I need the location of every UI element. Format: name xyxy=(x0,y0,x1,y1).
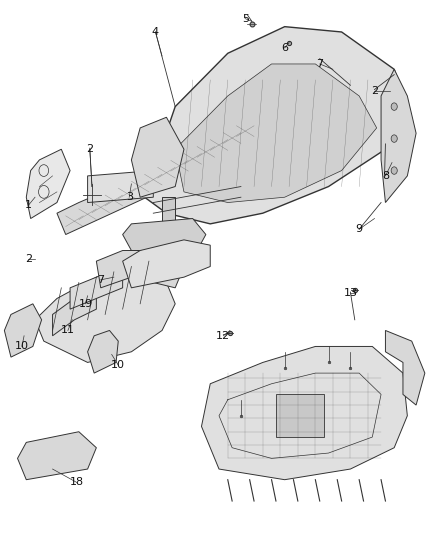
Text: 9: 9 xyxy=(356,224,363,234)
Circle shape xyxy=(88,190,95,199)
Text: 13: 13 xyxy=(343,288,357,298)
Polygon shape xyxy=(70,266,123,309)
Text: 12: 12 xyxy=(216,331,230,341)
Polygon shape xyxy=(201,346,407,480)
Text: 11: 11 xyxy=(61,326,75,335)
Polygon shape xyxy=(381,69,416,203)
Polygon shape xyxy=(18,432,96,480)
Polygon shape xyxy=(123,240,210,288)
Circle shape xyxy=(391,135,397,142)
Text: 8: 8 xyxy=(382,171,389,181)
Text: 6: 6 xyxy=(281,43,288,53)
Polygon shape xyxy=(96,251,184,288)
Text: 1: 1 xyxy=(25,200,32,210)
Polygon shape xyxy=(385,330,425,405)
Polygon shape xyxy=(145,27,407,224)
Polygon shape xyxy=(276,394,324,437)
Polygon shape xyxy=(35,266,175,362)
Text: 10: 10 xyxy=(111,360,125,370)
Text: 7: 7 xyxy=(97,275,104,285)
Text: 5: 5 xyxy=(242,14,249,23)
Text: 2: 2 xyxy=(371,86,378,95)
Text: 2: 2 xyxy=(25,254,32,263)
Polygon shape xyxy=(4,304,42,357)
Polygon shape xyxy=(26,149,70,219)
Text: 10: 10 xyxy=(15,342,29,351)
Polygon shape xyxy=(175,64,377,203)
Polygon shape xyxy=(88,330,118,373)
Polygon shape xyxy=(88,171,153,203)
Polygon shape xyxy=(53,293,96,336)
Circle shape xyxy=(391,167,397,174)
Polygon shape xyxy=(123,219,206,251)
Text: 3: 3 xyxy=(126,192,133,202)
Text: 19: 19 xyxy=(78,299,92,309)
Text: 2: 2 xyxy=(86,144,93,154)
Circle shape xyxy=(391,103,397,110)
Polygon shape xyxy=(131,117,184,197)
Text: 18: 18 xyxy=(70,478,84,487)
Polygon shape xyxy=(57,117,285,235)
Text: 4: 4 xyxy=(152,27,159,37)
Polygon shape xyxy=(162,197,175,240)
Text: 7: 7 xyxy=(316,59,323,69)
